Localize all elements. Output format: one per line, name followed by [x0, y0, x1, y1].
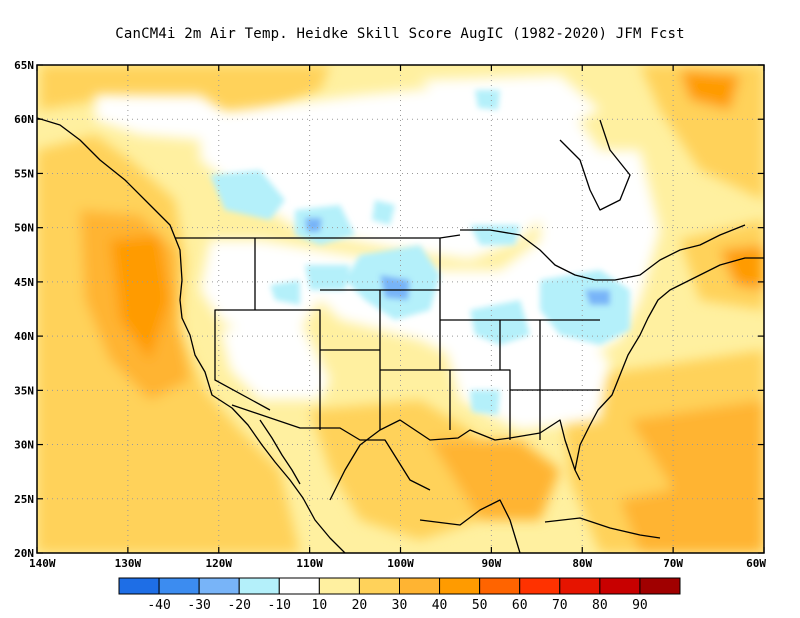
colorbar-label: 70 — [552, 598, 568, 613]
us-mexico-border — [231, 404, 431, 491]
colorbar-swatch — [358, 577, 400, 595]
colorbar-label: 10 — [312, 598, 328, 613]
colorbar-label: -30 — [187, 598, 210, 613]
colorbar-swatch — [519, 577, 561, 595]
cuba-coastline — [544, 517, 661, 539]
colorbar-label: 60 — [512, 598, 528, 613]
colorbar-labels: -40 -30 -20 -10 10 20 30 40 50 60 70 80 90 — [147, 598, 647, 613]
lat-tick-label: 60N — [14, 113, 34, 126]
map-grid — [37, 65, 764, 553]
colorbar-label: -10 — [268, 598, 291, 613]
colorbar-swatch — [599, 577, 641, 595]
lat-tick-label: 30N — [14, 439, 34, 452]
lat-tick-label: 25N — [14, 493, 34, 506]
map-title: CanCM4i 2m Air Temp. Heidke Skill Score … — [115, 26, 685, 42]
state-boundaries — [214, 238, 600, 440]
coastline-boundaries — [37, 117, 764, 553]
lat-tick-label: 55N — [14, 167, 34, 180]
great-lakes-st-lawrence — [460, 224, 746, 281]
lon-tick-label: 100W — [387, 557, 414, 570]
lat-tick-label: 45N — [14, 276, 34, 289]
lon-tick-label: 120W — [206, 557, 233, 570]
lat-tick-label: 50N — [14, 222, 34, 235]
hudson-james-bay — [559, 119, 631, 211]
colorbar-label: -40 — [147, 598, 170, 613]
skill-field — [37, 65, 764, 553]
lon-tick-label: 110W — [296, 557, 323, 570]
colorbar-swatch — [318, 577, 360, 595]
us-canada-border — [175, 234, 461, 239]
lon-tick-label: 130W — [115, 557, 142, 570]
colorbar-swatch — [278, 577, 320, 595]
colorbar-swatch — [118, 577, 160, 595]
lon-tick-label: 70W — [663, 557, 683, 570]
colorbar-label: 40 — [432, 598, 448, 613]
lon-tick-label: 60W — [746, 557, 766, 570]
colorbar-swatch — [479, 577, 521, 595]
lat-tick-label: 20N — [14, 547, 34, 560]
colorbar-swatch — [559, 577, 601, 595]
atlantic-coastline — [574, 257, 764, 471]
colorbar-swatch — [639, 577, 681, 595]
yucatan-coastline — [419, 499, 521, 553]
lon-tick-label: 90W — [481, 557, 501, 570]
pacific-coastline — [37, 117, 346, 553]
colorbar-swatch — [399, 577, 441, 595]
lon-tick-label: 80W — [572, 557, 592, 570]
lon-tick-label: 140W — [29, 557, 56, 570]
colorbar-label: -20 — [227, 598, 250, 613]
baja-california-east-coast — [259, 419, 301, 485]
colorbar-swatch — [439, 577, 481, 595]
colorbar-swatch — [198, 577, 240, 595]
lat-tick-label: 65N — [14, 59, 34, 72]
colorbar-label: 50 — [472, 598, 488, 613]
colorbar-swatch — [158, 577, 200, 595]
colorbar-swatch — [238, 577, 280, 595]
colorbar — [118, 577, 681, 595]
lat-tick-label: 40N — [14, 330, 34, 343]
colorbar-label: 90 — [632, 598, 648, 613]
colorbar-label: 30 — [392, 598, 408, 613]
colorbar-label: 80 — [592, 598, 608, 613]
lat-tick-label: 35N — [14, 384, 34, 397]
colorbar-label: 20 — [352, 598, 368, 613]
